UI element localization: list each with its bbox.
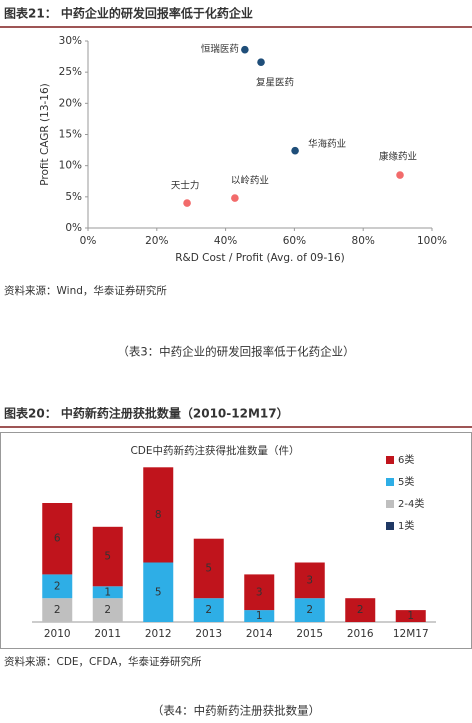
value-label: 5	[205, 562, 212, 574]
bar-segment	[193, 598, 224, 622]
value-label: 1	[104, 586, 111, 598]
value-label: 6	[54, 533, 61, 545]
x-tick-label: 2015	[296, 628, 323, 640]
y-tick-label: 10%	[59, 160, 82, 172]
x-tick-label: 2013	[195, 628, 222, 640]
bar-segment	[244, 574, 275, 611]
point	[231, 194, 239, 202]
x-tick-label: 2010	[44, 628, 71, 640]
value-label: 5	[155, 586, 162, 598]
point	[291, 146, 299, 155]
bar-segment	[294, 598, 325, 622]
y-tick-label: 15%	[59, 129, 82, 141]
legend-swatch	[386, 456, 394, 464]
value-label: 3	[306, 574, 313, 586]
x-tick-label: 0%	[80, 235, 97, 247]
x-tick-label: 2016	[347, 628, 374, 640]
point	[257, 58, 265, 66]
point-label: 以岭药业	[231, 175, 269, 187]
point-label: 康缘药业	[379, 151, 417, 163]
bar-segment	[244, 610, 275, 622]
value-label: 2	[104, 604, 111, 616]
x-tick-label: 2011	[94, 628, 121, 640]
x-tick-label: 2012	[145, 628, 172, 640]
x-tick-label: 80%	[352, 235, 375, 247]
caption: （表3：中药企业的研发回报率低于化药企业）	[117, 345, 354, 359]
y-axis-title: Profit CAGR (13-16)	[39, 83, 51, 186]
x-tick-label: 20%	[145, 235, 168, 247]
value-label: 2	[205, 604, 212, 616]
legend-label: 1类	[398, 519, 414, 532]
chart-title: CDE中药新药注获得批准数量（件）	[130, 444, 299, 457]
value-label: 5	[104, 551, 111, 563]
caption: （表4：中药新药注册获批数量）	[152, 704, 320, 718]
figure-header: 图表21： 中药企业的研发回报率低于化药企业	[4, 6, 253, 21]
point	[396, 171, 404, 179]
y-tick-label: 20%	[59, 97, 82, 109]
x-tick-label: 100%	[417, 235, 447, 247]
value-label: 1	[407, 610, 414, 622]
bar-segment	[193, 538, 224, 599]
y-tick-label: 30%	[59, 35, 82, 47]
bar-segment	[143, 467, 174, 563]
value-label: 3	[256, 586, 263, 598]
legend-swatch	[386, 500, 394, 508]
source: 资料来源：CDE，CFDA，华泰证券研究所	[4, 655, 202, 668]
x-tick-label: 40%	[214, 235, 237, 247]
value-label: 1	[256, 610, 263, 622]
source: 资料来源：Wind，华泰证券研究所	[4, 284, 167, 297]
bar-segment	[294, 562, 325, 599]
bar-segment	[92, 526, 123, 587]
legend-label: 5类	[398, 475, 414, 488]
bar-segment	[42, 503, 73, 575]
y-tick-label: 0%	[65, 222, 82, 234]
bar-segment	[395, 610, 426, 622]
legend-label: 6类	[398, 453, 414, 466]
bar-segment	[92, 598, 123, 622]
x-tick-label: 2014	[246, 628, 273, 640]
bar-segment	[42, 598, 73, 622]
bar-segment	[92, 586, 123, 599]
value-label: 2	[306, 604, 313, 616]
bar-segment	[143, 562, 174, 622]
bar-segment	[345, 598, 376, 622]
x-axis-title: R&D Cost / Profit (Avg. of 09-16)	[175, 252, 344, 264]
y-tick-label: 25%	[59, 66, 82, 78]
value-label: 2	[357, 604, 364, 616]
value-label: 8	[155, 509, 162, 521]
point-label: 天士力	[171, 180, 200, 192]
x-tick-label: 12M17	[393, 628, 429, 640]
bar-segment	[42, 574, 73, 599]
y-tick-label: 5%	[65, 191, 82, 203]
point-label: 华海药业	[308, 138, 346, 150]
point-label: 恒瑞医药	[201, 43, 239, 55]
point	[183, 199, 191, 207]
legend-swatch	[386, 478, 394, 486]
value-label: 2	[54, 580, 61, 592]
figure-header: 图表20： 中药新药注册获批数量（2010-12M17）	[4, 406, 289, 421]
point-label: 复星医药	[256, 77, 294, 89]
point	[241, 45, 249, 54]
x-tick-label: 60%	[283, 235, 306, 247]
legend-label: 2-4类	[398, 497, 424, 510]
legend-swatch	[386, 522, 394, 530]
value-label: 2	[54, 604, 61, 616]
